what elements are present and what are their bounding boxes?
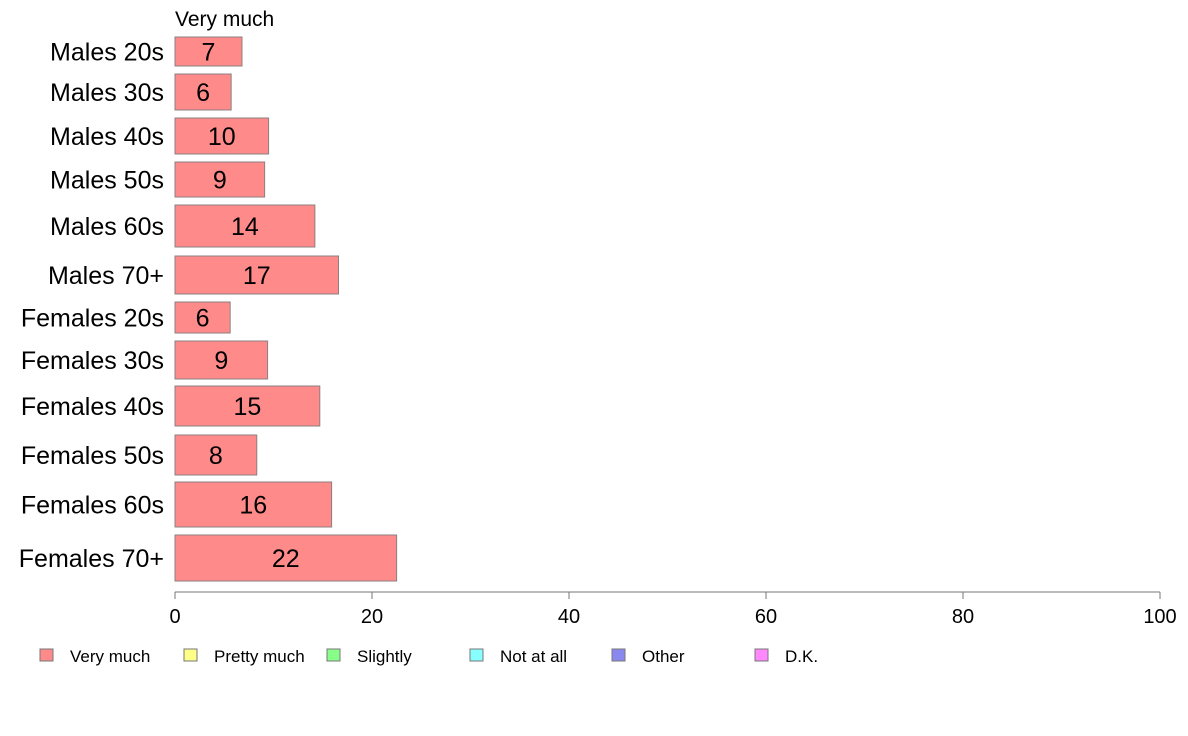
bar <box>174 161 266 198</box>
series-title: Very much <box>175 8 274 31</box>
x-tick-label: 60 <box>755 606 777 628</box>
bar-value-label: 9 <box>214 347 228 375</box>
bar-value-label: 7 <box>202 39 216 67</box>
bar <box>174 534 398 582</box>
bars-group: Males 20s 7 Males 30s 6 Males 40s 10 Males 50s… <box>19 36 398 582</box>
bar <box>174 385 321 427</box>
x-tick-label: 40 <box>558 606 580 628</box>
bar <box>174 204 316 248</box>
legend-swatch <box>39 648 54 662</box>
category-label: Males 70+ <box>48 262 164 290</box>
bar <box>174 73 232 111</box>
category-label: Males 60s <box>50 213 164 241</box>
legend-label: Pretty much <box>214 647 305 666</box>
bar <box>174 301 231 334</box>
legend-label: Other <box>642 647 685 666</box>
bar-value-label: 9 <box>213 167 227 195</box>
legend-label: Slightly <box>357 647 412 666</box>
legend: Very much Pretty much Slightly Not at all Ot… <box>39 647 818 666</box>
legend-swatch <box>611 648 626 662</box>
bar-value-label: 22 <box>272 545 300 573</box>
bar-value-label: 6 <box>196 79 210 107</box>
category-label: Females 40s <box>21 393 164 421</box>
legend-swatch <box>754 648 769 662</box>
legend-label: D.K. <box>785 647 818 666</box>
legend-swatch <box>326 648 341 662</box>
bar-value-label: 8 <box>209 442 223 470</box>
category-label: Females 70+ <box>19 545 164 573</box>
bar-value-label: 17 <box>243 262 271 290</box>
legend-swatch <box>183 648 198 662</box>
bar <box>174 255 340 295</box>
category-label: Males 50s <box>50 167 164 195</box>
x-tick-label: 0 <box>169 606 180 628</box>
category-label: Females 20s <box>21 305 164 333</box>
x-tick-label: 100 <box>1143 606 1176 628</box>
category-label: Males 20s <box>50 39 164 67</box>
legend-label: Not at all <box>500 647 567 666</box>
bar-value-label: 6 <box>196 305 210 333</box>
category-label: Females 60s <box>21 492 164 520</box>
bar <box>174 36 243 67</box>
x-tick-label: 80 <box>952 606 974 628</box>
bar-value-label: 10 <box>208 123 236 151</box>
bar <box>174 481 333 528</box>
x-axis: 0 20 40 60 80 100 <box>169 591 1177 628</box>
bar-value-label: 16 <box>239 492 267 520</box>
bar <box>174 434 258 476</box>
category-label: Males 30s <box>50 79 164 107</box>
bar-value-label: 14 <box>231 213 259 241</box>
category-label: Males 40s <box>50 123 164 151</box>
bar <box>174 340 269 380</box>
category-label: Females 30s <box>21 347 164 375</box>
legend-label: Very much <box>70 647 150 666</box>
category-label: Females 50s <box>21 442 164 470</box>
bar <box>174 117 270 155</box>
x-tick-label: 20 <box>361 606 383 628</box>
bar-value-label: 15 <box>233 393 261 421</box>
legend-swatch <box>469 648 484 662</box>
